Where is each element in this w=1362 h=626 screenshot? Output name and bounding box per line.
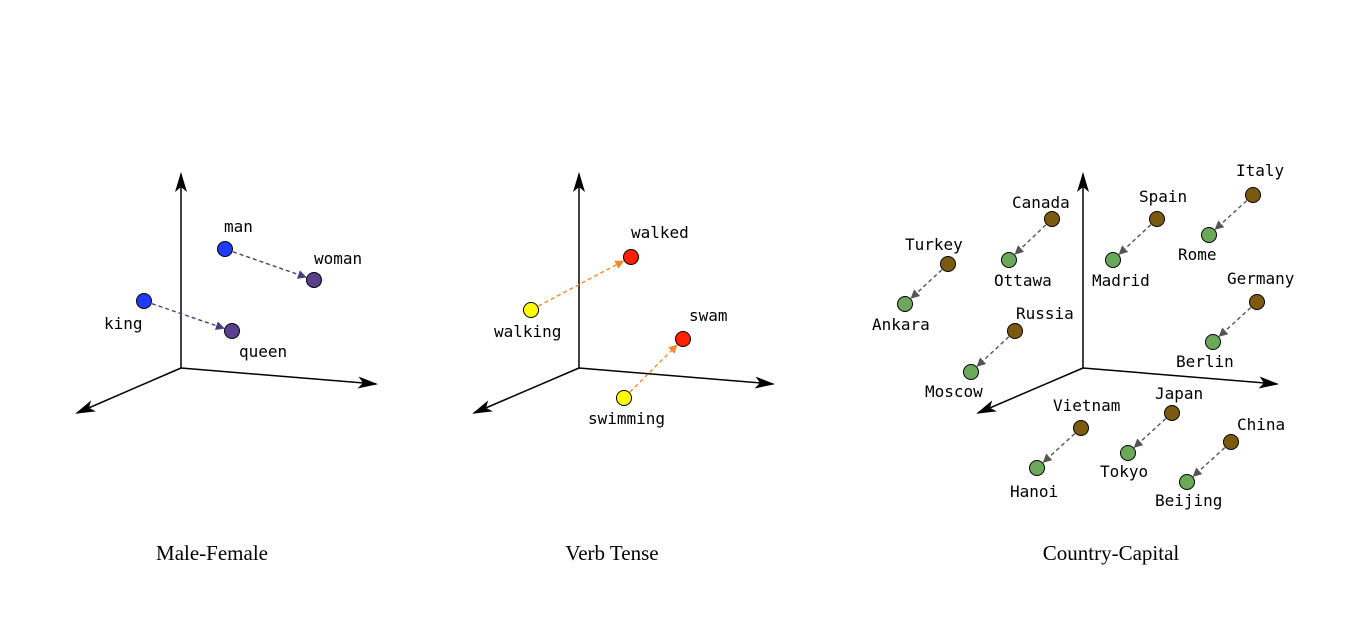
axes: [75, 172, 378, 414]
point-queen: [224, 323, 240, 339]
axis-left: [75, 367, 182, 414]
point-spain: [1149, 211, 1165, 227]
label-swam: swam: [689, 306, 728, 325]
axis-right: [180, 367, 378, 389]
label-walking: walking: [494, 322, 561, 341]
point-ankara: [897, 296, 913, 312]
label-madrid: Madrid: [1092, 271, 1150, 290]
pair-turkey-ankara: Turkey Ankara: [872, 235, 963, 334]
pair-king-queen: king queen: [104, 293, 287, 361]
pair-spain-madrid: Spain Madrid: [1092, 187, 1187, 290]
label-japan: Japan: [1155, 384, 1203, 403]
point-walked: [623, 249, 639, 265]
point-japan: [1164, 405, 1180, 421]
label-woman: woman: [314, 249, 362, 268]
caption-verb-tense: Verb Tense: [565, 541, 658, 565]
point-italy: [1245, 187, 1261, 203]
point-tokyo: [1120, 445, 1136, 461]
pair-man-woman: man woman: [217, 217, 362, 288]
point-china: [1223, 434, 1239, 450]
point-king: [136, 293, 152, 309]
analogy-arrow: [232, 251, 307, 279]
pair-russia-moscow: Russia Moscow: [925, 304, 1074, 401]
pair-walking-walked: walking walked: [494, 223, 689, 341]
label-china: China: [1237, 415, 1285, 434]
analogy-arrow: [538, 260, 625, 307]
analogy-arrow: [629, 344, 678, 393]
label-hanoi: Hanoi: [1010, 482, 1058, 501]
analogy-arrow: [1133, 418, 1167, 448]
label-italy: Italy: [1236, 161, 1285, 180]
analogy-arrow: [1214, 200, 1248, 230]
label-walked: walked: [631, 223, 689, 242]
label-ankara: Ankara: [872, 315, 930, 334]
point-ottawa: [1001, 252, 1017, 268]
panel-male-female: man woman king queen Male-Female: [75, 172, 378, 565]
point-canada: [1044, 211, 1060, 227]
label-ottawa: Ottawa: [994, 271, 1052, 290]
label-tokyo: Tokyo: [1100, 462, 1148, 481]
label-rome: Rome: [1178, 245, 1217, 264]
analogy-arrow: [1042, 433, 1076, 463]
analogy-arrow: [910, 269, 943, 299]
axis-right: [578, 367, 775, 389]
label-vietnam: Vietnam: [1053, 396, 1120, 415]
point-hanoi: [1029, 460, 1045, 476]
label-turkey: Turkey: [905, 235, 963, 254]
label-germany: Germany: [1227, 269, 1295, 288]
pair-germany-berlin: Germany Berlin: [1176, 269, 1295, 371]
label-beijing: Beijing: [1155, 491, 1222, 510]
point-man: [217, 241, 233, 257]
axis-left: [472, 367, 580, 414]
point-beijing: [1179, 474, 1195, 490]
axes: [976, 172, 1279, 414]
point-turkey: [940, 256, 956, 272]
analogy-arrow: [151, 303, 225, 330]
analogy-arrow: [1118, 224, 1152, 255]
pair-china-beijing: China Beijing: [1155, 415, 1285, 510]
point-berlin: [1205, 334, 1221, 350]
point-russia: [1007, 323, 1023, 339]
panel-verb-tense: walking walked swimming swam Verb Tense: [472, 172, 775, 565]
axes: [472, 172, 775, 414]
pair-canada-ottawa: Canada Ottawa: [994, 193, 1070, 290]
panel-country-capital: Turkey Ankara Canada Ottawa Spain Madrid…: [872, 161, 1295, 565]
label-king: king: [104, 314, 143, 333]
point-swimming: [616, 390, 632, 406]
label-moscow: Moscow: [925, 382, 983, 401]
label-swimming: swimming: [588, 409, 665, 428]
point-moscow: [963, 364, 979, 380]
pair-japan-tokyo: Japan Tokyo: [1100, 384, 1203, 481]
axis-right: [1082, 367, 1279, 389]
caption-country-capital: Country-Capital: [1043, 541, 1180, 565]
point-vietnam: [1073, 420, 1089, 436]
pair-swimming-swam: swimming swam: [588, 306, 728, 428]
pair-vietnam-hanoi: Vietnam Hanoi: [1010, 396, 1120, 501]
label-berlin: Berlin: [1176, 352, 1234, 371]
point-walking: [523, 302, 539, 318]
analogy-arrow: [1014, 224, 1047, 255]
analogy-arrow: [1218, 307, 1252, 337]
point-rome: [1201, 227, 1217, 243]
axis-left: [976, 367, 1084, 414]
point-swam: [675, 331, 691, 347]
label-man: man: [224, 217, 253, 236]
point-madrid: [1105, 252, 1121, 268]
label-queen: queen: [239, 342, 287, 361]
label-russia: Russia: [1016, 304, 1074, 323]
pair-italy-rome: Italy Rome: [1178, 161, 1285, 264]
caption-male-female: Male-Female: [156, 541, 268, 565]
analogy-arrow: [1192, 447, 1226, 477]
analogy-arrow: [976, 336, 1010, 367]
point-woman: [306, 272, 322, 288]
point-germany: [1249, 294, 1265, 310]
label-spain: Spain: [1139, 187, 1187, 206]
label-canada: Canada: [1012, 193, 1070, 212]
